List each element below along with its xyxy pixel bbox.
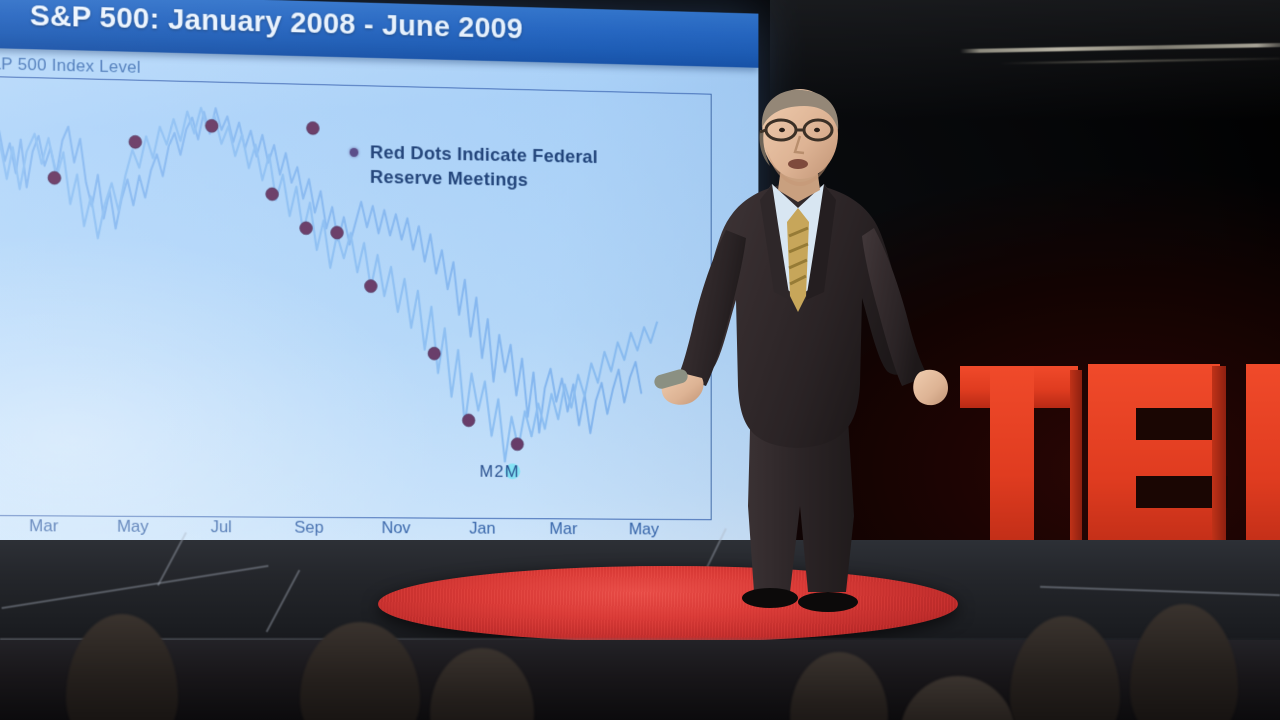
speaker-eye-right [814,127,820,133]
speaker-mouth [788,159,808,169]
speaker-nose [793,135,805,155]
y-axis-label: S&P 500 Index Level [0,53,141,77]
x-tick-5: Nov [381,518,411,538]
chart-legend: Red Dots Indicate Federal Reserve Meetin… [349,140,666,196]
speaker-head [762,89,838,179]
speaker-jaw-shade [766,148,834,186]
ted-red-carpet [378,566,958,642]
speaker-hand-right [913,369,948,406]
speaker-tie-stripes [788,226,809,286]
slide-title: S&P 500: January 2008 - June 2009 [29,0,523,46]
bullet-dot-icon [349,147,359,157]
floor-seam-1 [1,564,269,610]
speaker-lapel-left [760,184,790,300]
chart-plot-area [0,75,712,521]
x-tick-1: Mar [29,516,59,536]
speaker-suit-jacket [691,182,911,448]
x-tick-7: Mar [549,519,578,538]
ted-letter-e [1088,364,1228,570]
fed-meeting-dots [47,114,523,451]
speaker-svg [654,89,948,612]
ted-letter-d-partial [1246,364,1280,570]
carpet-texture [378,566,958,642]
m2m-annotation-label: M2M [479,462,520,481]
x-tick-4: Sep [294,517,324,537]
floor-seam-5 [1040,585,1280,597]
ted-letters-svg [960,364,1280,578]
legend-label: Red Dots Indicate Federal Reserve Meetin… [369,142,598,191]
speaker-eye-left [779,127,785,133]
speaker-lapel-right [806,184,836,300]
projection-screen: S&P 500: January 2008 - June 2009 S&P 50… [0,0,759,573]
x-tick-6: Jan [469,518,496,538]
speaker-shoe-right [798,592,858,612]
speaker-hair-side [759,130,770,166]
ted-logo-letters [960,352,1280,582]
speaker-arm-left [678,230,746,386]
x-tick-2: May [116,516,149,536]
presentation-slide: S&P 500: January 2008 - June 2009 S&P 50… [0,0,759,573]
speaker-figure [648,86,1000,626]
speaker-shoe-left [742,588,798,608]
speaker-arm-right [862,228,928,386]
chart-detail-svg [0,76,711,480]
x-tick-3: Jul [210,517,232,537]
presentation-remote-clicker [654,369,688,389]
ted-letter-t [960,366,1082,564]
speaker-glasses [759,118,834,142]
speaker-hair [761,89,839,130]
floor-seam-3 [265,569,301,633]
